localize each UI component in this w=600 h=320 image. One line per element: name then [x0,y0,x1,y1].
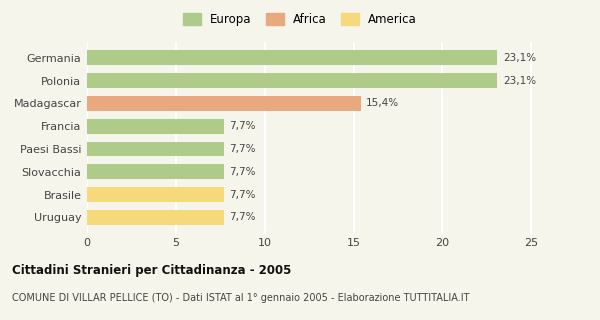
Bar [87,73,497,88]
Text: 15,4%: 15,4% [366,98,399,108]
Text: 23,1%: 23,1% [503,76,536,85]
Bar [87,141,224,156]
Bar [87,96,361,111]
Text: 7,7%: 7,7% [229,167,256,177]
Text: COMUNE DI VILLAR PELLICE (TO) - Dati ISTAT al 1° gennaio 2005 - Elaborazione TUT: COMUNE DI VILLAR PELLICE (TO) - Dati IST… [12,293,470,303]
Bar [87,119,224,134]
Bar [87,210,224,225]
Bar [87,164,224,179]
Text: 7,7%: 7,7% [229,212,256,222]
Text: 7,7%: 7,7% [229,190,256,200]
Text: 23,1%: 23,1% [503,53,536,63]
Bar [87,50,497,65]
Text: 7,7%: 7,7% [229,121,256,131]
Text: 7,7%: 7,7% [229,144,256,154]
Text: Cittadini Stranieri per Cittadinanza - 2005: Cittadini Stranieri per Cittadinanza - 2… [12,264,292,277]
Legend: Europa, Africa, America: Europa, Africa, America [179,9,421,29]
Bar [87,187,224,202]
